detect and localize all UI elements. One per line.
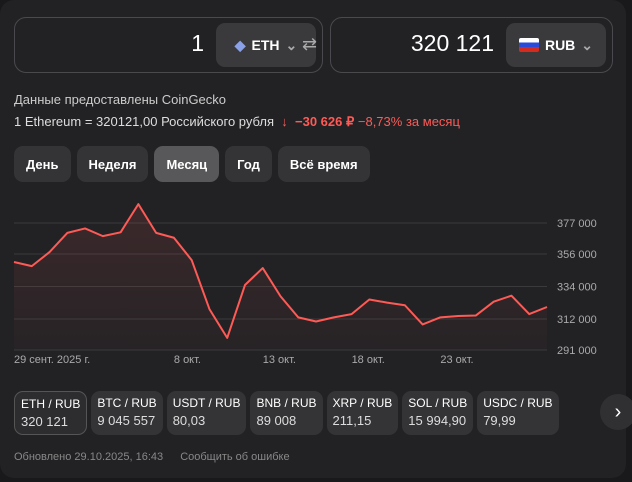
from-currency-label: ETH [251,37,280,53]
from-amount-input[interactable]: 1 [191,30,204,56]
pair-usdc-rub[interactable]: USDC / RUB 79,99 [477,391,559,435]
period-tabs: День Неделя Месяц Год Всё время [14,146,370,182]
report-error-link[interactable]: Сообщить об ошибке [180,451,290,463]
pair-name: ETH / RUB [21,397,81,411]
tab-all-time[interactable]: Всё время [277,146,370,182]
chevron-down-icon: ⌄ [581,36,594,53]
pair-bnb-rub[interactable]: BNB / RUB 89 008 [250,391,323,435]
pair-sol-rub[interactable]: SOL / RUB 15 994,90 [402,391,474,435]
change-period: за месяц [405,114,460,129]
arrow-down-icon: ↓ [277,114,292,129]
x-tick-label: 13 окт. [263,354,296,366]
to-currency-label: RUB [544,37,576,53]
pair-value: 9 045 557 [97,413,156,428]
area-fill [14,204,547,350]
pair-value: 80,03 [172,413,206,428]
tab-year[interactable]: Год [225,146,272,182]
x-tick-label: 18 окт. [352,354,385,366]
from-converter: 1 ◆ ETH ⌄ [14,17,323,73]
chevron-right-icon[interactable]: › [600,394,632,430]
change-percent: −8,73% [357,114,403,129]
data-source: Данные предоставлены CoinGecko [14,92,227,107]
pair-value: 211,15 [332,413,372,428]
x-tick-label: 23 окт. [440,354,473,366]
y-tick-label: 356 000 [557,249,597,261]
swap-icon[interactable]: ⇄ [302,34,318,54]
ethereum-icon: ◆ [234,36,246,53]
y-tick-label: 291 000 [557,345,597,357]
rate-text: 1 Ethereum = 320121,00 Российского рубля [14,114,275,129]
x-tick-label: 8 окт. [174,354,201,366]
pair-value: 79,99 [483,413,516,428]
pair-value: 15 994,90 [408,413,467,428]
pair-name: BTC / RUB [97,396,157,410]
pair-list: ETH / RUB 320 121 BTC / RUB 9 045 557 USDT… [14,391,559,435]
y-tick-label: 312 000 [557,314,597,326]
pair-usdt-rub[interactable]: USDT / RUB 80,03 [166,391,247,435]
rate-line: 1 Ethereum = 320121,00 Российского рубля… [14,114,460,130]
y-tick-label: 334 000 [557,282,597,294]
pair-xrp-rub[interactable]: XRP / RUB 211,15 [326,391,399,435]
to-converter: 320 121 RUB ⌄ [330,17,613,73]
chevron-down-icon: ⌄ [285,36,298,53]
tab-month[interactable]: Месяц [154,146,220,182]
pair-name: SOL / RUB [408,396,468,410]
from-currency-select[interactable]: ◆ ETH ⌄ [216,23,316,67]
pair-value: 89 008 [256,413,297,428]
x-tick-label: 29 сент. 2025 г. [14,354,90,366]
pair-name: BNB / RUB [256,396,317,410]
pair-value: 320 121 [21,414,68,429]
pair-name: USDC / RUB [483,396,553,410]
pair-btc-rub[interactable]: BTC / RUB 9 045 557 [91,391,163,435]
price-chart[interactable]: 377 000 356 000 334 000 312 000 291 000 29 се… [0,190,632,380]
russia-flag-icon [518,38,539,52]
to-amount-input[interactable]: 320 121 [410,30,494,56]
pair-eth-rub[interactable]: ETH / RUB 320 121 [14,391,88,435]
pair-name: XRP / RUB [332,396,393,410]
updated-time: Обновлено 29.10.2025, 16:43 [14,451,164,463]
change-absolute: −30 626 ₽ [295,114,355,129]
to-currency-select[interactable]: RUB ⌄ [506,23,606,67]
pair-name: USDT / RUB [172,396,241,410]
y-tick-label: 377 000 [557,218,597,230]
tab-day[interactable]: День [14,146,71,182]
tab-week[interactable]: Неделя [76,146,149,182]
footer: Обновлено 29.10.2025, 16:43 Сообщить об … [14,451,290,463]
